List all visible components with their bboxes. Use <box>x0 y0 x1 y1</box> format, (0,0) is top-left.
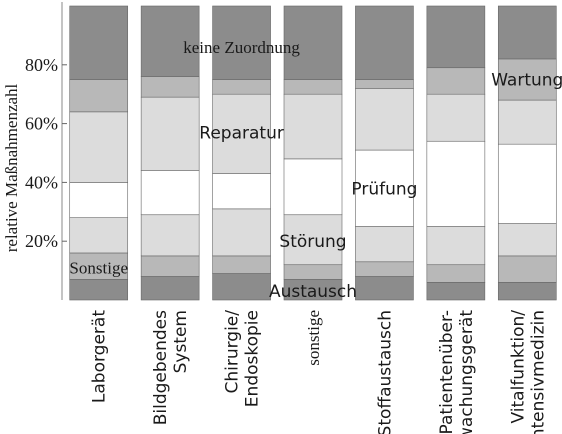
y-tick-label: 40% <box>25 172 58 192</box>
x-tick-label: BildgebendesSystem <box>151 310 191 425</box>
x-tick-label: Vitalfunktion/Intensivmedizin <box>508 310 548 434</box>
bar-segment <box>426 140 486 227</box>
bar-segment <box>355 276 414 301</box>
bar-segment <box>69 279 129 301</box>
svg-text:sonstige: sonstige <box>304 310 323 366</box>
svg-text:Stoffaustausch: Stoffaustausch <box>375 310 395 434</box>
bar-segment <box>69 252 129 280</box>
bar-segment <box>497 282 557 301</box>
bar-segment <box>355 226 414 263</box>
bar-segment <box>497 143 557 224</box>
bar-segment <box>497 99 557 145</box>
bar-segment <box>212 79 271 95</box>
y-tick-label: 80% <box>25 55 58 75</box>
segment-label: Reparatur <box>199 123 284 143</box>
bar-segment <box>212 208 271 257</box>
segment-label: Austausch <box>269 282 357 302</box>
y-axis: 20% 40% 60% 80% <box>25 2 67 300</box>
bar-segment <box>283 158 343 216</box>
y-axis-label: relative Maßnahmenzahl <box>2 83 21 252</box>
bar-segment <box>283 214 343 266</box>
bar-segment <box>140 5 200 77</box>
bar-segment <box>69 217 129 254</box>
x-tick-label: Chirurgie/Endoskopie <box>223 310 263 407</box>
bar-segment <box>283 264 343 280</box>
bar-segment <box>497 255 557 283</box>
bar-segment <box>355 261 414 277</box>
svg-text:Chirurgie/Endoskopie: Chirurgie/Endoskopie <box>223 310 263 407</box>
svg-text:Patientenüber-wachungsgerät: Patientenüber-wachungsgerät <box>437 310 477 434</box>
x-tick-label: Patientenüber-wachungsgerät <box>437 310 477 434</box>
bar-segment <box>355 88 414 151</box>
svg-text:Laborgerät: Laborgerät <box>90 310 110 403</box>
bar-segment <box>212 273 271 301</box>
segment-labels: keine Zuordnung Wartung Reparatur Prüfung St… <box>69 38 562 302</box>
bar-segment <box>497 5 557 60</box>
bar-segment <box>212 255 271 274</box>
svg-text:Vitalfunktion/Intensivmedizin: Vitalfunktion/Intensivmedizin <box>508 310 548 434</box>
bar-segment <box>140 276 200 301</box>
bars-group <box>69 5 557 301</box>
x-axis-labels: Laborgerät BildgebendesSystem Chirurgie/En… <box>90 310 549 434</box>
bar-segment <box>355 149 414 227</box>
bar-segment <box>140 96 200 171</box>
segment-label: Prüfung <box>351 179 417 199</box>
bar-segment <box>283 93 343 160</box>
bar-segment <box>212 5 271 80</box>
bar-segment <box>355 79 414 89</box>
segment-label: Sonstige <box>69 259 128 278</box>
svg-text:BildgebendesSystem: BildgebendesSystem <box>151 310 191 425</box>
bar-segment <box>140 170 200 216</box>
bar-segment <box>283 5 343 80</box>
bar-segment <box>140 214 200 257</box>
x-tick-label: Laborgerät <box>90 310 110 403</box>
y-tick-label: 20% <box>25 231 58 251</box>
bar-segment <box>426 5 486 69</box>
bar-segment <box>69 182 129 218</box>
bar-segment <box>426 93 486 142</box>
bar-segment <box>140 76 200 98</box>
bar-segment <box>283 79 343 95</box>
bar-segment <box>69 111 129 183</box>
bar-segment <box>426 226 486 266</box>
bar-segment <box>212 173 271 210</box>
bar-segment <box>426 67 486 95</box>
segment-label: keine Zuordnung <box>183 38 300 57</box>
bar-segment <box>497 58 557 101</box>
x-tick-label: Stoffaustausch <box>375 310 395 434</box>
segment-label: Störung <box>279 232 346 252</box>
bar-segment <box>69 5 129 80</box>
bar-segment <box>497 223 557 257</box>
bar-segment <box>140 255 200 277</box>
bar-segment <box>426 264 486 283</box>
bar-segment <box>69 79 129 113</box>
bar-segment <box>426 282 486 301</box>
x-tick-label: sonstige <box>304 310 323 366</box>
bar-segment <box>355 5 414 80</box>
y-tick-label: 60% <box>25 114 58 134</box>
segment-label: Wartung <box>491 71 562 91</box>
